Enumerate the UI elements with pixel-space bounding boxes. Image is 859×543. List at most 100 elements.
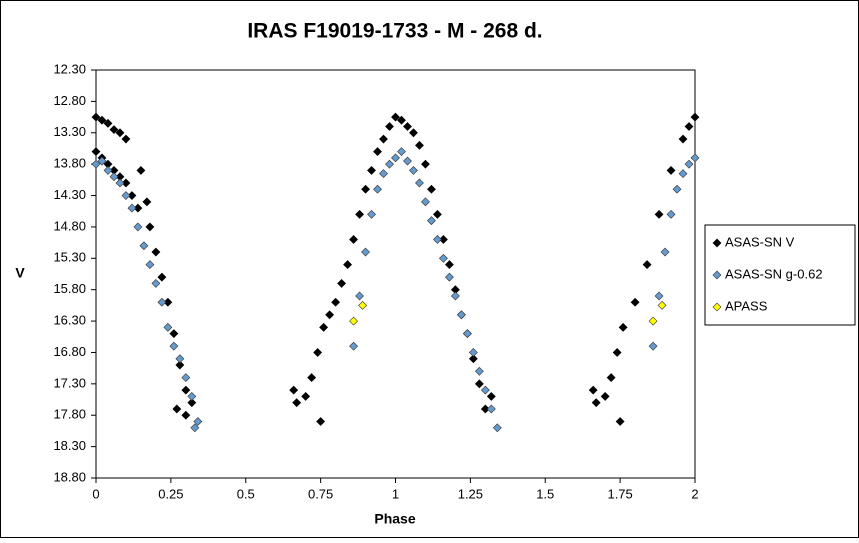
y-tick-label: 16.80 bbox=[53, 344, 86, 359]
chart-title: IRAS F19019-1733 - M - 268 d. bbox=[247, 20, 542, 43]
legend bbox=[704, 224, 856, 326]
y-axis-label: V bbox=[15, 265, 25, 281]
legend-label: ASAS-SN g-0.62 bbox=[725, 266, 823, 281]
point bbox=[151, 247, 161, 257]
point bbox=[181, 373, 191, 382]
point bbox=[421, 159, 430, 169]
point bbox=[355, 209, 364, 219]
point bbox=[684, 122, 694, 131]
point bbox=[486, 404, 496, 414]
legend-marker bbox=[712, 302, 722, 312]
y-tick-label: 14.80 bbox=[53, 218, 86, 233]
point bbox=[391, 153, 400, 163]
x-tick-label: 0.5 bbox=[237, 486, 255, 501]
point bbox=[175, 354, 185, 364]
point bbox=[157, 297, 167, 307]
x-tick-label: 1.75 bbox=[607, 486, 632, 501]
point bbox=[169, 329, 179, 339]
y-tick-label: 12.80 bbox=[53, 93, 86, 108]
point bbox=[109, 172, 119, 182]
point bbox=[409, 166, 418, 175]
point bbox=[427, 216, 436, 226]
point bbox=[672, 184, 682, 194]
point bbox=[397, 147, 406, 157]
point bbox=[415, 178, 424, 188]
point bbox=[684, 159, 694, 169]
point bbox=[438, 235, 448, 244]
point bbox=[145, 260, 155, 270]
point bbox=[492, 423, 502, 433]
point bbox=[121, 178, 131, 188]
point bbox=[427, 184, 436, 194]
point bbox=[343, 260, 353, 270]
point bbox=[690, 112, 700, 122]
point bbox=[133, 203, 143, 213]
point bbox=[319, 322, 329, 332]
point bbox=[444, 272, 454, 282]
point bbox=[474, 366, 484, 376]
point bbox=[163, 297, 173, 307]
y-tick-label: 18.80 bbox=[53, 469, 86, 484]
point bbox=[379, 169, 388, 178]
y-tick-label: 17.30 bbox=[53, 375, 86, 390]
point bbox=[433, 209, 442, 219]
point bbox=[97, 115, 107, 125]
x-tick-label: 0.75 bbox=[308, 486, 333, 501]
point bbox=[331, 297, 341, 307]
point bbox=[157, 272, 167, 282]
point bbox=[139, 241, 149, 251]
point bbox=[468, 348, 478, 357]
point bbox=[289, 385, 299, 395]
y-tick-label: 15.80 bbox=[53, 281, 86, 296]
point bbox=[361, 184, 370, 194]
y-tick-label: 18.30 bbox=[53, 438, 86, 453]
point bbox=[450, 291, 460, 301]
point bbox=[121, 134, 131, 144]
point bbox=[678, 134, 688, 144]
y-tick-label: 13.80 bbox=[53, 156, 86, 171]
point bbox=[91, 159, 101, 169]
point bbox=[127, 203, 137, 213]
point bbox=[115, 128, 125, 138]
point bbox=[301, 391, 311, 401]
point bbox=[630, 297, 640, 307]
point bbox=[91, 147, 101, 157]
point bbox=[403, 122, 412, 131]
point bbox=[121, 191, 131, 200]
point bbox=[456, 310, 466, 320]
legend-label: APASS bbox=[725, 298, 768, 313]
point bbox=[438, 253, 448, 263]
x-tick-label: 0 bbox=[92, 486, 99, 501]
point bbox=[358, 300, 367, 310]
point bbox=[415, 140, 424, 150]
point bbox=[181, 385, 191, 395]
legend-marker bbox=[712, 270, 722, 280]
point bbox=[385, 159, 394, 169]
point bbox=[468, 354, 478, 364]
point bbox=[612, 348, 622, 357]
point bbox=[97, 156, 107, 166]
point bbox=[385, 122, 394, 131]
point bbox=[615, 417, 625, 426]
point bbox=[690, 153, 700, 163]
point bbox=[618, 322, 628, 332]
x-tick-label: 1.5 bbox=[536, 486, 554, 501]
point bbox=[480, 385, 490, 395]
x-tick-label: 0.25 bbox=[158, 486, 183, 501]
point bbox=[292, 398, 302, 408]
point bbox=[403, 156, 412, 166]
point bbox=[409, 128, 418, 138]
point bbox=[355, 291, 364, 301]
point bbox=[136, 166, 146, 175]
point bbox=[127, 191, 137, 200]
point bbox=[678, 169, 688, 178]
x-tick-label: 1.25 bbox=[458, 486, 483, 501]
point bbox=[172, 404, 182, 414]
point bbox=[654, 291, 664, 301]
point bbox=[588, 385, 598, 395]
point bbox=[660, 247, 670, 257]
y-tick-label: 16.30 bbox=[53, 313, 86, 328]
y-tick-label: 15.30 bbox=[53, 250, 86, 265]
point bbox=[397, 115, 406, 125]
